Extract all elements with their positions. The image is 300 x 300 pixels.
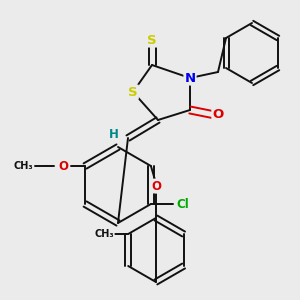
Text: O: O [212,109,224,122]
Text: Cl: Cl [176,197,189,211]
Text: methoxy: methoxy [45,165,51,166]
Text: S: S [147,34,157,46]
Text: N: N [184,71,196,85]
Text: CH₃: CH₃ [94,229,114,239]
Text: H: H [109,128,119,140]
Text: O: O [151,179,161,193]
Text: O: O [58,160,68,172]
Text: CH₃: CH₃ [13,161,33,171]
Text: S: S [128,85,138,98]
